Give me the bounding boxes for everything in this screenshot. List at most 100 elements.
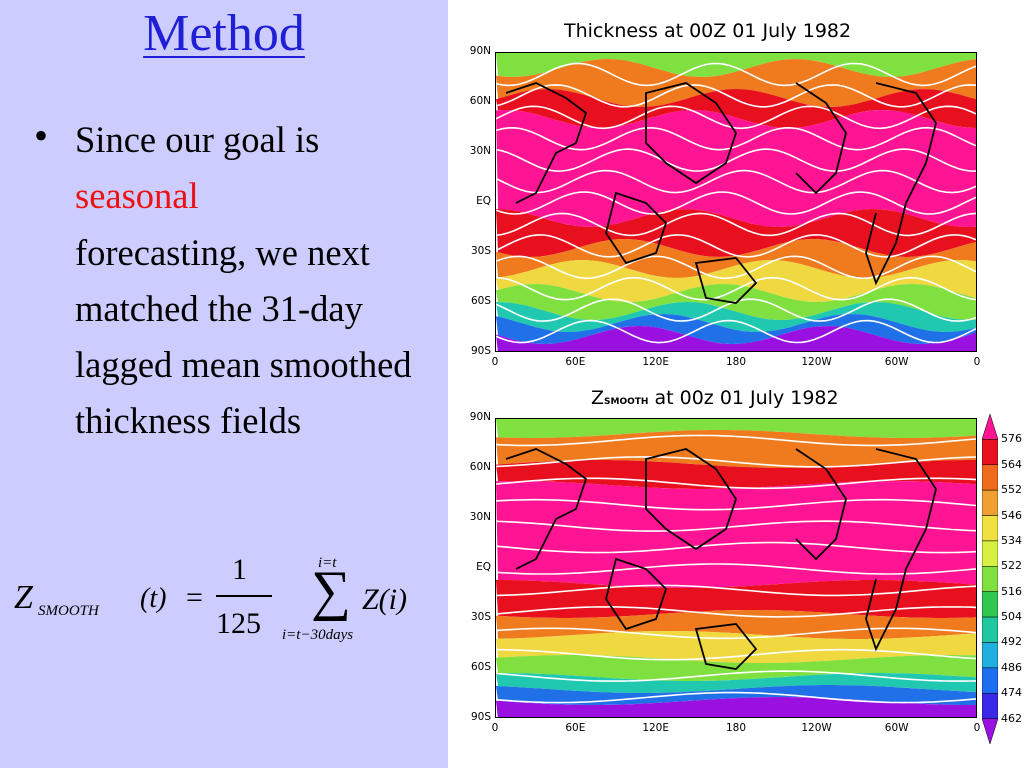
contour-line (496, 105, 976, 130)
bottom-map-title-suffix: at 00z 01 July 1982 (654, 387, 839, 409)
thickness-band (496, 580, 976, 618)
formula-sum-symbol: ∑ (311, 560, 351, 622)
thickness-band (496, 326, 976, 351)
formula-sum-upper: i=t (318, 555, 337, 571)
contour-line (496, 670, 976, 682)
colorbar-swatch (982, 718, 998, 744)
colorbar-label: 504 (1001, 610, 1022, 624)
lon-tick-label: 120W (801, 722, 832, 734)
lat-tick-label: EQ (476, 561, 491, 573)
colorbar-label: 522 (1001, 559, 1022, 573)
thickness-band (496, 53, 976, 77)
contour-line (496, 648, 976, 661)
formula-denominator: 125 (216, 607, 261, 640)
colorbar-label: 552 (1001, 483, 1022, 497)
colorbar-swatch (982, 464, 998, 491)
colorbar-swatches (982, 414, 998, 744)
thickness-band (496, 209, 976, 257)
thickness-band (496, 697, 976, 717)
coastline (795, 448, 847, 561)
lon-tick-label: 60W (884, 356, 909, 368)
lat-tick-label: 90N (469, 411, 491, 423)
lat-tick-label: 60N (469, 461, 491, 473)
contour-line (496, 191, 976, 215)
lat-tick-label: 30S (470, 245, 491, 257)
formula-equals: = (186, 581, 203, 614)
lon-tick-label: 180 (725, 356, 747, 368)
bullet-text-part1: Since our goal is (75, 119, 320, 160)
contour-line (496, 276, 976, 301)
colorbar-swatch (982, 692, 998, 719)
thickness-band (496, 89, 976, 128)
colorbar-label: 462 (1001, 711, 1022, 725)
lon-tick-label: 60E (565, 722, 586, 734)
colorbar-label: 534 (1001, 533, 1022, 547)
thickness-band (496, 631, 976, 663)
colorbar-label: 474 (1001, 686, 1022, 700)
colorbar-label: 516 (1001, 584, 1022, 598)
contour-line (496, 456, 976, 468)
contour-line (496, 169, 976, 194)
colorbar-swatch (982, 667, 998, 694)
thickness-band (496, 673, 976, 693)
formula-lhs-arg: (t) (140, 583, 167, 614)
lon-tick-label: 120W (801, 356, 832, 368)
lon-tick-label: 60E (565, 356, 586, 368)
coastline (605, 191, 668, 265)
coastline (605, 557, 668, 631)
lon-tick-label: 180 (725, 722, 747, 734)
coastline (645, 448, 737, 551)
contour-line (496, 234, 976, 258)
lon-tick-label: 60W (884, 722, 909, 734)
bottom-map-title: ZSMOOTH at 00z 01 July 1982 (591, 387, 839, 409)
bullet-text: Since our goal is seasonal forecasting, we… (75, 112, 435, 450)
contour-line (496, 520, 976, 532)
colorbar-swatch (982, 642, 998, 669)
colorbar-swatch (982, 439, 998, 466)
lon-tick-label: 0 (973, 722, 981, 734)
formula-fraction-bar (216, 595, 272, 597)
coastline (505, 82, 588, 204)
contour-line (496, 691, 976, 704)
coastline (645, 82, 737, 185)
top-map-title: Thickness at 00Z 01 July 1982 (564, 20, 852, 42)
thickness-band (496, 59, 976, 107)
bottom-map-field (496, 419, 976, 717)
contour-line (496, 298, 976, 322)
bullet-marker: • (34, 113, 49, 158)
lon-tick-label: 120E (642, 722, 669, 734)
lat-tick-label: 30N (469, 511, 491, 523)
coastline (505, 448, 588, 570)
colorbar-swatch (982, 566, 998, 592)
coastline (865, 82, 937, 286)
colorbar-swatch (982, 414, 998, 440)
colorbar-label: 492 (1001, 635, 1022, 649)
formula-lhs-symbol: Z (14, 579, 33, 616)
contour-line (496, 126, 976, 151)
colorbar-swatch (982, 591, 998, 618)
lat-tick-label: 30S (470, 611, 491, 623)
lat-tick-label: 90N (469, 45, 491, 57)
contour-line (496, 84, 976, 108)
lat-tick-label: 90S (470, 345, 491, 357)
lon-tick-label: 120E (642, 356, 669, 368)
thickness-band (496, 460, 976, 489)
formula-sum-lower: i=t−30days (282, 627, 354, 643)
contour-line (496, 498, 976, 511)
coastline (865, 448, 937, 652)
bottom-map-title-prefix: Z (591, 387, 605, 409)
coastline (694, 257, 758, 304)
contour-line (496, 541, 976, 554)
formula-lhs-subscript: SMOOTH (38, 603, 99, 619)
contour-line (496, 148, 976, 172)
contour-line (496, 255, 976, 280)
colorbar-label: 564 (1001, 457, 1022, 471)
lat-tick-label: 30N (469, 145, 491, 157)
coastline (694, 623, 758, 670)
slide-title: Method (143, 5, 305, 62)
contour-line (496, 627, 976, 640)
contour-line (496, 319, 976, 344)
colorbar-label: 486 (1001, 660, 1022, 674)
colorbar-label: 546 (1001, 508, 1022, 522)
lon-tick-label: 0 (491, 356, 499, 368)
